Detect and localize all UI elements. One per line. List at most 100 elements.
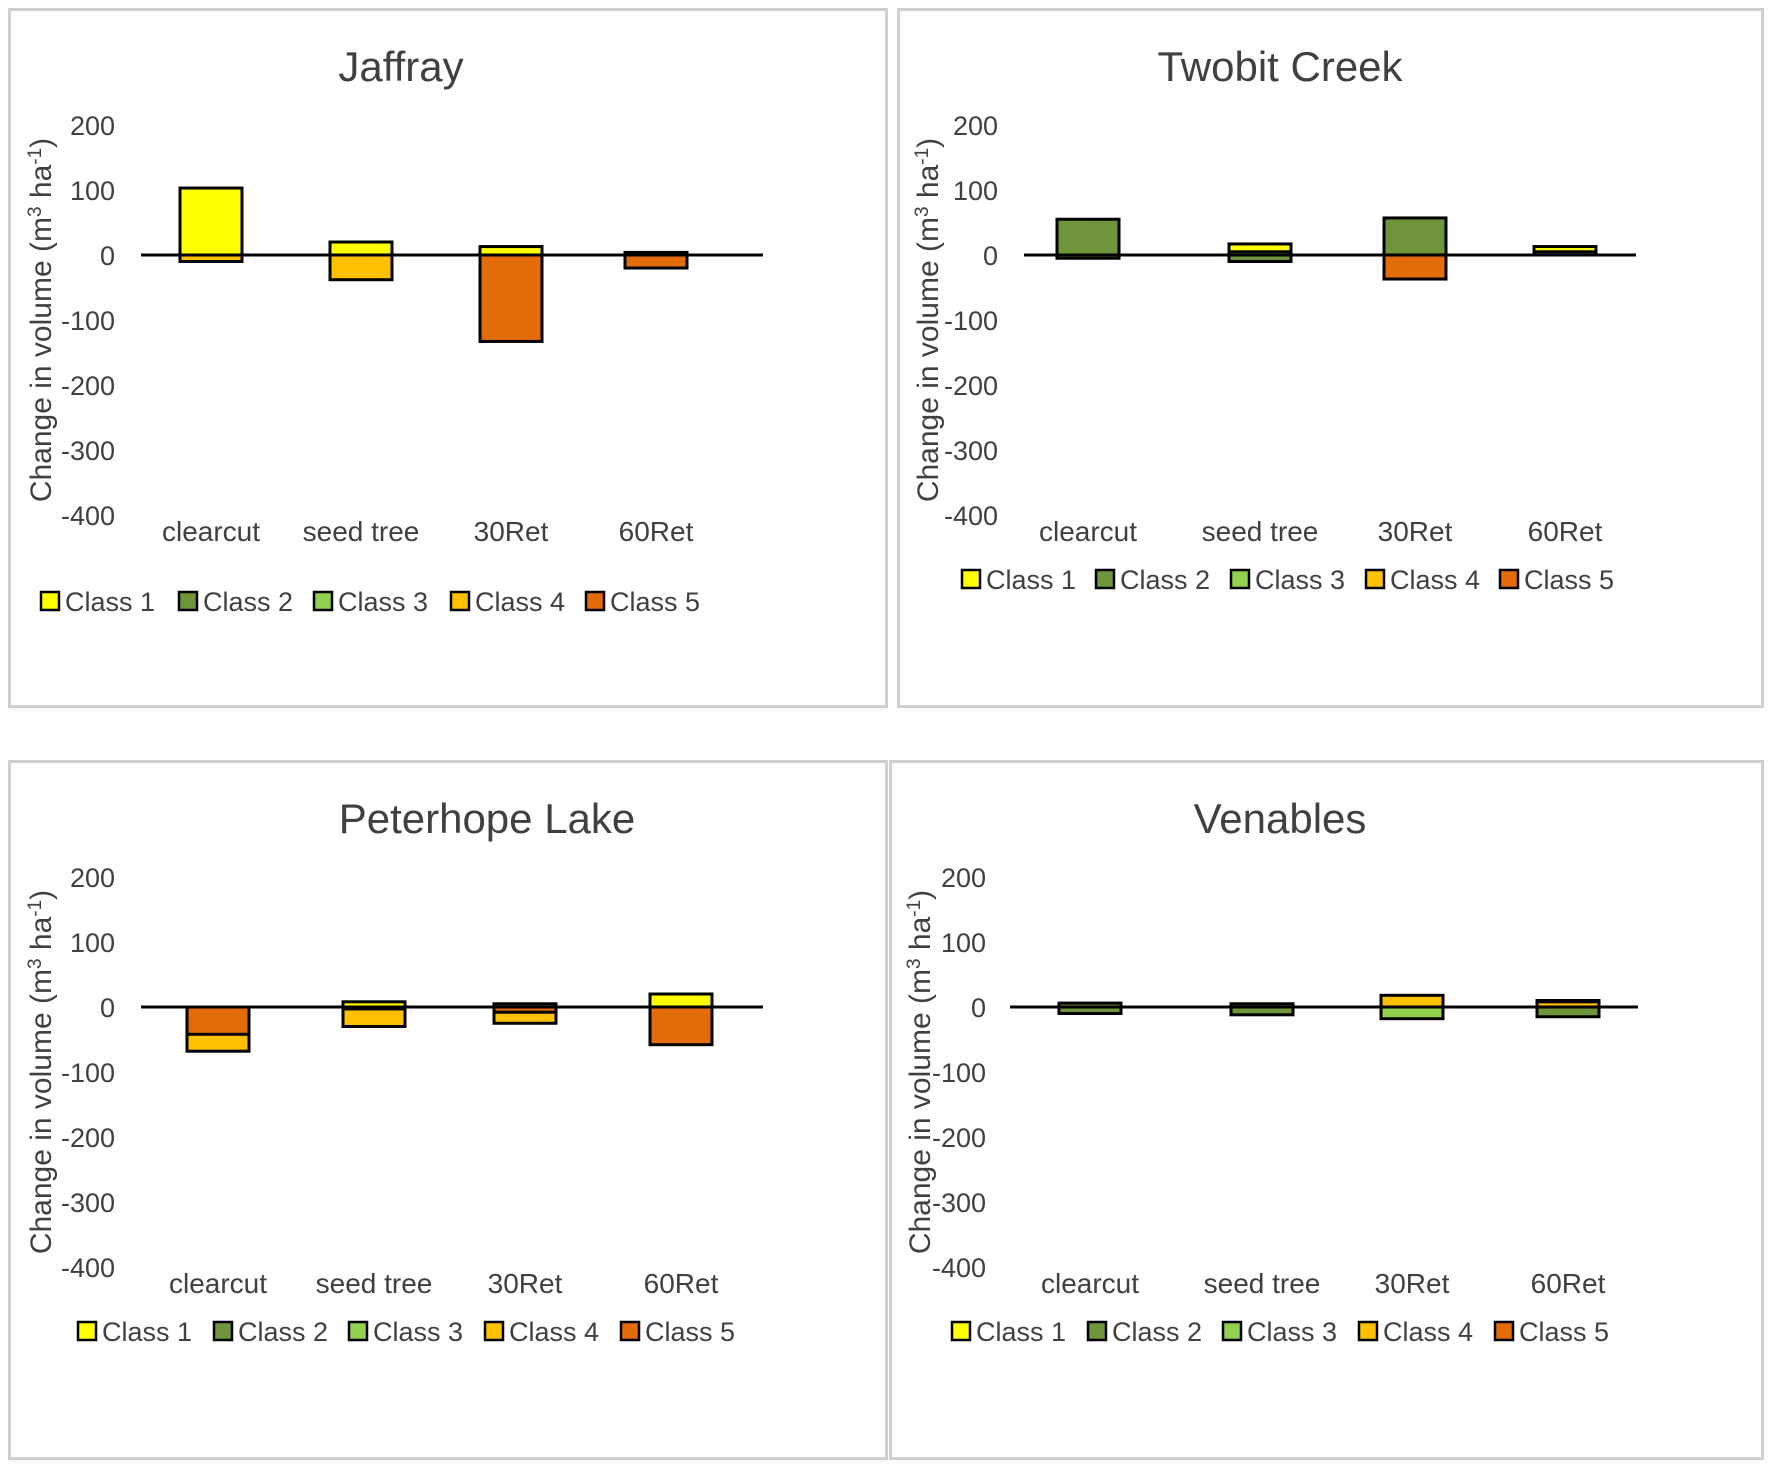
legend-label-class-2: Class 2 — [1112, 1317, 1202, 1347]
y-tick-label: -300 — [944, 436, 998, 466]
y-tick-label: 200 — [941, 863, 986, 893]
chart-panel-jaffray: Jaffray Change in volume (m3 ha-1) 200 100 0… — [8, 8, 888, 708]
chart-panel-peterhope-lake: Peterhope Lake Change in volume (m3 ha-1)… — [8, 760, 888, 1460]
x-category-clearcut: clearcut — [169, 1268, 267, 1299]
legend-label-class-5: Class 5 — [610, 587, 700, 617]
x-category-60ret: 60Ret — [644, 1268, 719, 1299]
x-category-seed-tree: seed tree — [1202, 516, 1319, 547]
legend-swatch-class-5 — [619, 1320, 641, 1342]
x-category-30ret: 30Ret — [1378, 516, 1453, 547]
y-tick-label: -100 — [944, 306, 998, 336]
bar-seed-tree-class-1 — [328, 240, 394, 257]
legend-label-class-3: Class 3 — [338, 587, 428, 617]
y-tick-label: -100 — [61, 1058, 115, 1088]
legend-swatch-class-4 — [1357, 1320, 1379, 1342]
legend: Class 1 Class 2 Class 3 Class 4 Class 5 — [950, 1317, 1609, 1347]
legend-swatch-class-2 — [177, 590, 199, 612]
y-tick-label: -300 — [932, 1188, 986, 1218]
y-tick-label: 0 — [100, 993, 115, 1023]
x-category-clearcut: clearcut — [1039, 516, 1137, 547]
bar-clearcut-class-5 — [185, 1005, 251, 1036]
legend-label-class-3: Class 3 — [1247, 1317, 1337, 1347]
legend-swatch-class-5 — [584, 590, 606, 612]
bar-seed-tree-class-2 — [1227, 250, 1293, 263]
x-category-seed-tree: seed tree — [303, 516, 420, 547]
legend-label-class-5: Class 5 — [645, 1317, 735, 1347]
legend-swatch-class-1 — [950, 1320, 972, 1342]
y-tick-label: 100 — [941, 928, 986, 958]
legend-label-class-2: Class 2 — [238, 1317, 328, 1347]
x-category-seed-tree: seed tree — [1204, 1268, 1321, 1299]
legend-swatch-class-5 — [1493, 1320, 1515, 1342]
legend-label-class-2: Class 2 — [203, 587, 293, 617]
x-category-clearcut: clearcut — [162, 516, 260, 547]
y-tick-label: 0 — [971, 993, 986, 1023]
y-tick-label: -200 — [61, 1123, 115, 1153]
chart-twobit-creek: Twobit Creek Change in volume (m3 ha-1)20… — [912, 43, 1636, 595]
chart-title: Venables — [1194, 795, 1367, 842]
y-axis-label: Change in volume (m3 ha-1) — [904, 890, 938, 1254]
x-category-60ret: 60Ret — [619, 516, 694, 547]
x-category-60ret: 60Ret — [1528, 516, 1603, 547]
legend-label-class-5: Class 5 — [1524, 565, 1614, 595]
bar-30ret-class-4 — [1379, 993, 1445, 1009]
y-tick-label: -100 — [932, 1058, 986, 1088]
bar-30ret-class-2 — [1382, 216, 1448, 257]
y-tick-label: 100 — [953, 176, 998, 206]
legend-swatch-class-3 — [1229, 568, 1251, 590]
bar-60ret-class-5 — [648, 1005, 714, 1047]
y-tick-label: 200 — [70, 111, 115, 141]
y-tick-label: 0 — [983, 241, 998, 271]
bar-seed-tree-class-4 — [328, 253, 394, 282]
legend-swatch-class-1 — [76, 1320, 98, 1342]
legend-label-class-4: Class 4 — [509, 1317, 599, 1347]
legend-label-class-1: Class 1 — [986, 565, 1076, 595]
legend-label-class-5: Class 5 — [1519, 1317, 1609, 1347]
legend-label-class-4: Class 4 — [475, 587, 565, 617]
x-category-clearcut: clearcut — [1041, 1268, 1139, 1299]
y-tick-label: -400 — [932, 1253, 986, 1283]
x-category-60ret: 60Ret — [1531, 1268, 1606, 1299]
y-tick-label: 0 — [100, 241, 115, 271]
y-tick-label: -300 — [61, 1188, 115, 1218]
legend-swatch-class-5 — [1498, 568, 1520, 590]
y-axis-label: Change in volume (m3 ha-1) — [912, 138, 946, 502]
legend-swatch-class-1 — [960, 568, 982, 590]
x-category-30ret: 30Ret — [474, 516, 549, 547]
y-tick-label: -200 — [61, 371, 115, 401]
legend-swatch-class-2 — [1094, 568, 1116, 590]
bar-60ret-class-1 — [648, 992, 714, 1009]
chart-panel-twobit-creek: Twobit Creek Change in volume (m3 ha-1) 20… — [897, 8, 1764, 708]
chart-peterhope-lake: Peterhope Lake Change in volume (m3 ha-1)… — [25, 795, 763, 1347]
bar-30ret-class-5 — [1382, 253, 1448, 281]
legend-label-class-3: Class 3 — [373, 1317, 463, 1347]
y-tick-label: 100 — [70, 176, 115, 206]
legend-label-class-4: Class 4 — [1383, 1317, 1473, 1347]
x-category-30ret: 30Ret — [1375, 1268, 1450, 1299]
x-category-30ret: 30Ret — [488, 1268, 563, 1299]
bar-60ret-class-5 — [623, 253, 689, 270]
x-category-seed-tree: seed tree — [316, 1268, 433, 1299]
y-tick-label: -200 — [944, 371, 998, 401]
bar-clearcut-class-2 — [1055, 217, 1121, 260]
legend-label-class-1: Class 1 — [65, 587, 155, 617]
y-axis-label: Change in volume (m3 ha-1) — [25, 890, 59, 1254]
legend-label-class-4: Class 4 — [1390, 565, 1480, 595]
chart-venables: Venables Change in volume (m3 ha-1)200 100… — [904, 795, 1638, 1347]
legend-swatch-class-4 — [483, 1320, 505, 1342]
chart-jaffray: Jaffray Change in volume (m3 ha-1) 200 100 0… — [25, 43, 763, 617]
bar-seed-tree-class-2 — [1229, 1002, 1295, 1017]
legend-swatch-class-2 — [1086, 1320, 1108, 1342]
y-tick-label: -300 — [61, 436, 115, 466]
legend: Class 1 Class 2 Class 3 Class 4 Class 5 — [960, 565, 1614, 595]
legend-label-class-3: Class 3 — [1255, 565, 1345, 595]
legend-swatch-class-3 — [312, 590, 334, 612]
y-tick-label: 200 — [953, 111, 998, 141]
legend-swatch-class-4 — [449, 590, 471, 612]
y-tick-label: -400 — [944, 501, 998, 531]
y-tick-label: -100 — [61, 306, 115, 336]
y-tick-label: -200 — [932, 1123, 986, 1153]
bar-30ret-class-5 — [478, 253, 544, 343]
y-tick-label: 200 — [70, 863, 115, 893]
y-tick-label: -400 — [61, 501, 115, 531]
